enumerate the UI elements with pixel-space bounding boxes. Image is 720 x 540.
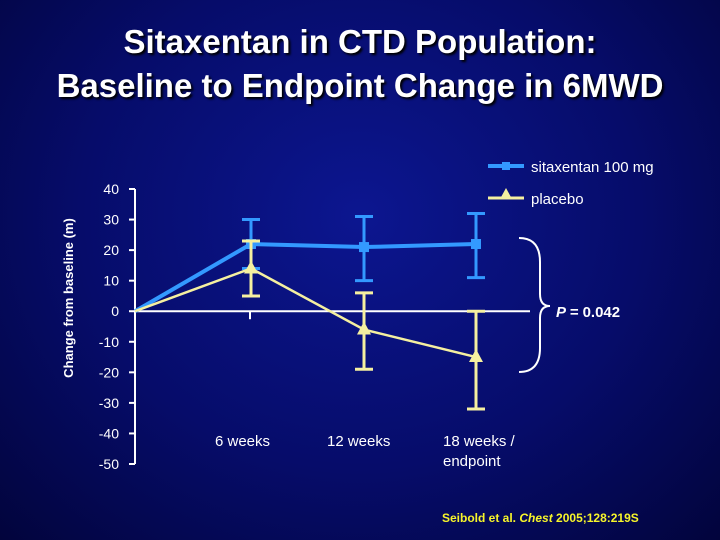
y-tick-label: 30 — [103, 212, 119, 228]
p-value-label: P = — [556, 304, 579, 321]
y-tick-label: 20 — [103, 242, 119, 258]
y-tick-label: 10 — [103, 273, 119, 289]
category-label-6-weeks: 6 weeks — [215, 433, 270, 450]
y-tick-label: 0 — [111, 303, 119, 319]
series-sitaxentan — [133, 211, 485, 313]
marker-sitaxentan — [471, 239, 481, 249]
significance-bracket — [518, 237, 551, 373]
title-line-1: Sitaxentan in CTD Population: — [123, 23, 597, 60]
marker-sitaxentan — [359, 242, 369, 253]
line-sitaxentan — [133, 241, 477, 313]
citation-journal: Chest — [519, 511, 553, 525]
y-tick-label: -10 — [99, 334, 119, 350]
legend-label-placebo: placebo — [531, 191, 584, 208]
citation: Seibold et al. Chest 2005;128:219S — [442, 511, 639, 525]
y-tick-label: -30 — [99, 395, 119, 411]
series-placebo — [134, 239, 485, 411]
y-tick-label: -40 — [99, 425, 119, 441]
y-axis-label: Change from baseline (m) — [61, 218, 76, 378]
title-line-2: Baseline to Endpoint Change in 6MWD — [56, 67, 664, 104]
category-label-18-weeks: 18 weeks / — [443, 433, 516, 450]
marker-placebo — [357, 321, 371, 335]
legend: sitaxentan 100 mg placebo — [488, 159, 654, 208]
y-tick-label: 40 — [103, 181, 119, 197]
line-placebo — [134, 267, 477, 359]
citation-authors: Seibold et al. — [442, 511, 516, 525]
y-tick-label: -50 — [99, 456, 119, 472]
legend-label-sitaxentan: sitaxentan 100 mg — [531, 159, 654, 176]
legend-marker-placebo — [500, 188, 512, 199]
axes — [134, 189, 530, 464]
p-value-number: 0.042 — [583, 304, 621, 321]
legend-marker-sitaxentan — [502, 162, 510, 170]
marker-placebo — [244, 260, 258, 274]
p-value: P = 0.042 — [556, 304, 620, 321]
marker-placebo — [469, 349, 483, 363]
citation-details: 2005;128:219S — [556, 511, 639, 525]
y-ticks: 40 30 20 10 0 -10 -20 -30 -40 -50 — [99, 181, 135, 472]
category-label-12-weeks: 12 weeks — [327, 433, 390, 450]
series — [133, 211, 485, 411]
y-tick-label: -20 — [99, 364, 119, 380]
category-label-endpoint: endpoint — [443, 453, 501, 470]
